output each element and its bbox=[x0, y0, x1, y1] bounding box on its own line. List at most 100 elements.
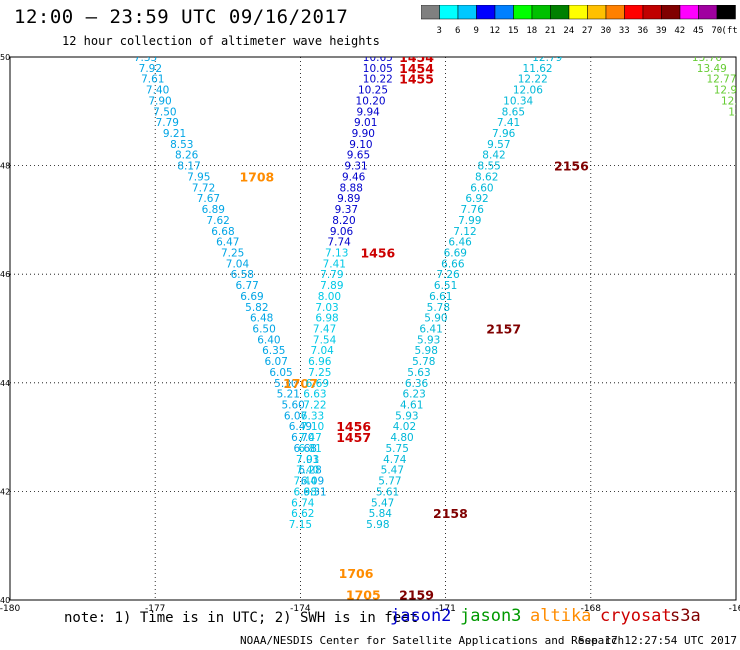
colorbar-label: 27 bbox=[582, 26, 593, 36]
wave-height-point: 6.49 bbox=[289, 421, 312, 433]
chart-subtitle: 12 hour collection of altimeter wave hei… bbox=[62, 34, 380, 48]
pass-time-label: 1455 bbox=[399, 72, 434, 87]
wave-height-point: 7.13 bbox=[325, 247, 348, 259]
track: 7.137.417.797.898.007.036.987.477.547.04… bbox=[289, 245, 396, 600]
x-tick-label: -16 bbox=[729, 604, 740, 614]
wave-height-point: 7.79 bbox=[320, 269, 343, 281]
colorbar-label: 30 bbox=[600, 26, 611, 36]
wave-height-point: 10.20 bbox=[356, 95, 386, 107]
pass-time-label: 1457 bbox=[336, 430, 371, 445]
colorbar-label: 39 bbox=[656, 26, 667, 36]
track: 7.357.927.617.407.907.507.799.218.538.26… bbox=[134, 57, 327, 498]
track: 12.7911.6212.2212.0610.348.657.417.969.5… bbox=[366, 52, 589, 600]
wave-height-point: 4.80 bbox=[390, 432, 413, 444]
wave-height-point: 5.75 bbox=[386, 443, 409, 455]
wave-height-point: 5.77 bbox=[378, 476, 401, 488]
wave-height-point: 9.31 bbox=[344, 161, 367, 173]
wave-height-point: 9.46 bbox=[342, 171, 366, 183]
legend-item-altika: altika bbox=[530, 606, 592, 626]
wave-height-point: 6.05 bbox=[269, 367, 292, 379]
y-tick-label: 50 bbox=[0, 53, 10, 62]
y-tick-label: 44 bbox=[0, 379, 10, 388]
colorbar-label: 33 bbox=[619, 26, 630, 36]
wave-height-point: 7.04 bbox=[310, 345, 334, 357]
wave-height-point: 5.47 bbox=[371, 497, 394, 509]
wave-height-point: 7.50 bbox=[153, 106, 176, 118]
wave-height-point: 8.88 bbox=[340, 182, 363, 194]
wave-height-point: 10.22 bbox=[363, 74, 393, 86]
wave-height-point: 6.41 bbox=[419, 324, 442, 336]
wave-height-point: 6.74 bbox=[291, 497, 315, 509]
colorbar-label: 21 bbox=[545, 26, 556, 36]
wave-height-point: 9.89 bbox=[337, 193, 360, 205]
wave-height-point: 6.07 bbox=[265, 356, 288, 368]
colorbar-label: 45 bbox=[693, 26, 704, 36]
wave-height-point: 7.79 bbox=[156, 117, 179, 129]
wave-height-point: 5.47 bbox=[381, 465, 404, 477]
wave-height-point: 7.40 bbox=[296, 465, 319, 477]
wave-height-point: 10.25 bbox=[358, 85, 388, 97]
colorbar-label: 18 bbox=[526, 26, 537, 36]
wave-height-point: 6.69 bbox=[240, 291, 263, 303]
wave-height-point: 6.81 bbox=[298, 443, 321, 455]
colorbar-label: 9 bbox=[474, 26, 479, 36]
colorbar-label: 6 bbox=[455, 26, 460, 36]
colorbar-label: 24 bbox=[563, 26, 574, 36]
wave-height-point: 8.26 bbox=[175, 150, 199, 162]
wave-height-point: 6.51 bbox=[434, 280, 457, 292]
wave-height-point: 9.57 bbox=[487, 139, 510, 151]
wave-height-point: 6.23 bbox=[402, 389, 425, 401]
wave-height-point: 9.65 bbox=[347, 150, 370, 162]
colorbar-label: 3 bbox=[437, 26, 442, 36]
wave-height-point: 6.40 bbox=[257, 334, 280, 346]
wave-height-point: 7.01 bbox=[296, 454, 319, 466]
legend-item-cryosat: cryosat bbox=[600, 606, 672, 626]
wave-height-point: 12.77 bbox=[706, 74, 736, 86]
wave-height-point: 7.61 bbox=[141, 74, 164, 86]
wave-height-point: 9.94 bbox=[356, 106, 380, 118]
wave-height-point: 6.09 bbox=[301, 476, 324, 488]
wave-height-point: 6.07 bbox=[284, 410, 307, 422]
pass-time-label: 1706 bbox=[339, 566, 374, 581]
wave-height-point: 7.47 bbox=[313, 324, 336, 336]
wave-height-point: 7.76 bbox=[461, 204, 485, 216]
wave-height-point: 7.92 bbox=[139, 63, 162, 75]
wave-height-point: 9.37 bbox=[335, 204, 358, 216]
wave-height-point: 7.72 bbox=[192, 182, 215, 194]
wave-height-point: 6.89 bbox=[202, 204, 225, 216]
wave-height-point: 13.34 bbox=[728, 106, 740, 118]
colorbar-label: 36 bbox=[637, 26, 648, 36]
wave-height-point: 6.66 bbox=[441, 258, 465, 270]
wave-height-point: 12.79 bbox=[532, 52, 562, 64]
chart-title: 12:00 — 23:59 UTC 09/16/2017 bbox=[14, 6, 349, 28]
wave-height-point: 9.06 bbox=[330, 226, 354, 238]
wave-height-point: 5.78 bbox=[427, 302, 450, 314]
wave-height-point: 7.54 bbox=[313, 334, 337, 346]
wave-height-point: 13.49 bbox=[697, 63, 727, 75]
wave-height-point: 6.35 bbox=[262, 345, 285, 357]
wave-height-point: 5.78 bbox=[412, 356, 435, 368]
wave-height-point: 8.00 bbox=[318, 291, 341, 303]
wave-height-point: 11.62 bbox=[523, 63, 553, 75]
wave-height-point: 12.96 bbox=[714, 85, 740, 97]
pass-time-label: 2157 bbox=[486, 322, 521, 337]
wave-height-point: 6.77 bbox=[235, 280, 258, 292]
wave-height-point: 8.17 bbox=[177, 161, 200, 173]
colorbar-label: 42 bbox=[674, 26, 685, 36]
wave-height-point: 6.36 bbox=[405, 378, 429, 390]
pass-time-label: 2156 bbox=[554, 159, 589, 174]
wave-height-point: 6.31 bbox=[303, 486, 326, 498]
wave-height-point: 8.53 bbox=[170, 139, 193, 151]
colorbar-label: (ft) bbox=[721, 26, 737, 36]
pass-time-label: 1454 bbox=[399, 50, 434, 65]
wave-height-point: 5.60 bbox=[281, 400, 304, 412]
wave-height-point: 4.61 bbox=[400, 400, 423, 412]
x-tick-label: -171 bbox=[435, 604, 455, 614]
legend-item-s3a: s3a bbox=[670, 606, 701, 626]
wave-height-point: 7.41 bbox=[497, 117, 520, 129]
y-tick-label: 42 bbox=[0, 487, 10, 496]
wave-height-point: 5.98 bbox=[366, 519, 389, 531]
x-tick-label: -180 bbox=[0, 604, 20, 614]
wave-height-point: 5.63 bbox=[407, 367, 430, 379]
